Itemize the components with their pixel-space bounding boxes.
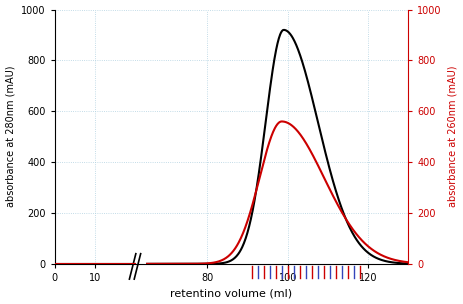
Y-axis label: absorbance at 260nm (mAU): absorbance at 260nm (mAU)	[447, 66, 457, 207]
X-axis label: retentino volume (ml): retentino volume (ml)	[170, 288, 293, 299]
Y-axis label: absorbance at 280nm (mAU): absorbance at 280nm (mAU)	[6, 66, 16, 207]
